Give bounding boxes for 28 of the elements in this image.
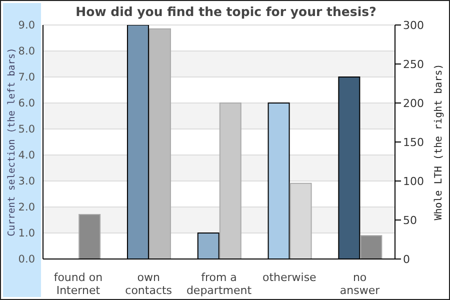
y-tick-label: 7.0 — [18, 72, 35, 84]
y2-axis-title: Whole LTH (the right bars) — [434, 64, 445, 220]
y2-tick-label: 250 — [403, 58, 424, 71]
y2-tick-label: 0 — [403, 252, 410, 266]
chart-title: How did you find the topic for your thesis? — [74, 4, 378, 19]
y2-tick-label: 100 — [403, 174, 424, 188]
y-axis-title: Current selection (the left bars) — [6, 48, 18, 236]
y-tick-label: 6.0 — [18, 98, 35, 110]
y2-tick-label: 200 — [403, 96, 424, 110]
x-tick-label: from a department — [186, 271, 252, 297]
x-tick-label: own contacts — [125, 271, 172, 297]
y-tick-label: 9.0 — [18, 20, 35, 32]
y-tick-label: 5.0 — [18, 124, 35, 136]
y-tick-label: 4.0 — [18, 150, 35, 162]
y-tick-label: 1.0 — [18, 228, 35, 240]
y-tick-label: 2.0 — [18, 202, 35, 214]
y-tick-label: 8.0 — [18, 46, 35, 58]
y-tick-label: 0.0 — [18, 254, 35, 266]
y2-tick-label: 300 — [403, 18, 424, 32]
y2-tick-label: 50 — [403, 214, 417, 227]
y2-tick-label: 150 — [403, 136, 424, 149]
bar — [360, 235, 382, 259]
x-tick-label: no answer — [340, 271, 380, 297]
bar — [78, 214, 101, 259]
x-tick-label: otherwise — [262, 271, 317, 284]
y-tick-label: 3.0 — [18, 176, 35, 188]
x-tick-label: found on Internet — [54, 271, 103, 297]
bar — [219, 102, 242, 259]
